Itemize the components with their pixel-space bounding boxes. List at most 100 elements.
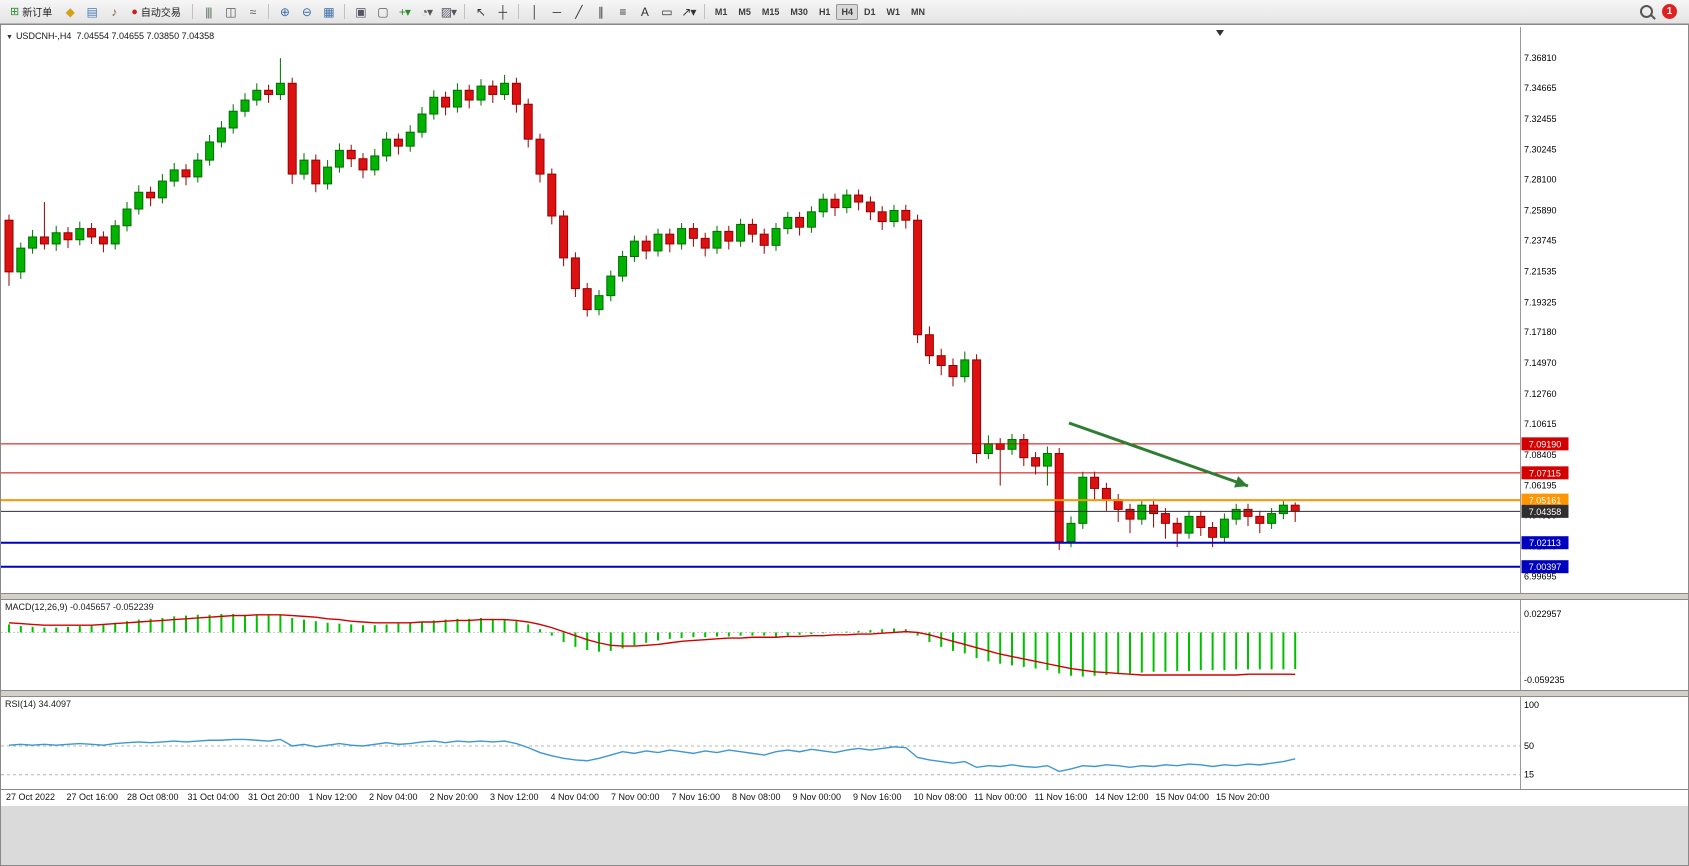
search-icon[interactable] bbox=[1640, 5, 1653, 18]
fibonacci-icon[interactable]: ≡ bbox=[619, 4, 626, 19]
candle bbox=[677, 228, 687, 245]
candle bbox=[1031, 457, 1041, 467]
line-chart-icon[interactable]: ≈ bbox=[249, 4, 257, 19]
chart-shift-marker[interactable] bbox=[1216, 30, 1224, 36]
vertical-line-icon[interactable]: │ bbox=[531, 4, 539, 19]
market-watch-icon[interactable]: ◆ bbox=[65, 4, 75, 19]
candle bbox=[181, 169, 191, 178]
trendline-icon[interactable]: ╱ bbox=[575, 4, 582, 19]
candle bbox=[783, 216, 793, 230]
candle bbox=[370, 155, 380, 171]
tile-windows-icon[interactable]: ▦ bbox=[323, 4, 334, 19]
strategy-tester-icon[interactable]: ▤ bbox=[86, 4, 98, 19]
rsi-panel: 100 50 15 bbox=[1, 697, 1539, 789]
candle bbox=[63, 232, 73, 241]
zoom-in-icon[interactable]: ⊕ bbox=[279, 4, 290, 19]
candle bbox=[842, 194, 852, 209]
bar-chart-icon[interactable]: ||| bbox=[205, 4, 212, 19]
candle bbox=[1149, 504, 1159, 515]
price-tag bbox=[1521, 560, 1569, 574]
panel-divider[interactable] bbox=[1, 593, 1688, 600]
candle bbox=[1243, 508, 1253, 517]
period-icon[interactable]: ◔▾ bbox=[420, 4, 433, 19]
timeframe-mn[interactable]: MN bbox=[910, 6, 925, 17]
time-axis-label: 14 Nov 12:00 bbox=[1095, 792, 1149, 802]
rsi-axis-label: 15 bbox=[1524, 770, 1534, 780]
timeframe-h1[interactable]: H1 bbox=[818, 6, 831, 17]
candle bbox=[464, 89, 474, 101]
price-tag bbox=[1521, 536, 1569, 550]
timeframe-m30[interactable]: M30 bbox=[790, 6, 808, 17]
time-axis-label: 3 Nov 12:00 bbox=[490, 792, 539, 802]
candle bbox=[51, 232, 61, 245]
candle bbox=[665, 233, 675, 245]
arrange-windows-icon[interactable]: ▣ bbox=[355, 4, 366, 19]
candle bbox=[736, 223, 746, 242]
cascade-windows-icon[interactable]: ▢ bbox=[377, 4, 388, 19]
candle bbox=[429, 96, 439, 115]
candle bbox=[653, 233, 663, 252]
alerts-sound-icon[interactable]: ♪ bbox=[111, 4, 117, 19]
timeframe-w1[interactable]: W1 bbox=[886, 6, 900, 17]
text-icon[interactable]: A bbox=[640, 4, 649, 19]
auto-trading-button-label: 自动交易 bbox=[140, 8, 181, 19]
price-tag-label: 7.05161 bbox=[1529, 496, 1562, 506]
time-axis[interactable]: 27 Oct 2022 27 Oct 16:00 28 Oct 08:00 31 Oc… bbox=[1, 789, 1688, 806]
candle bbox=[759, 233, 769, 246]
toolbar-right: 1 bbox=[1640, 4, 1685, 19]
timeframe-m5[interactable]: M5 bbox=[738, 6, 751, 17]
candle bbox=[28, 236, 38, 249]
candle bbox=[311, 159, 321, 185]
rsi-axis-label: 100 bbox=[1524, 700, 1539, 710]
candle bbox=[393, 138, 403, 147]
cursor-icon[interactable]: ↖ bbox=[475, 4, 486, 19]
candle bbox=[594, 295, 604, 311]
rsi-line bbox=[8, 738, 1296, 773]
horizontal-line-icon[interactable]: ─ bbox=[552, 4, 562, 19]
crosshair-icon[interactable]: ┼ bbox=[498, 4, 508, 19]
candle bbox=[606, 275, 616, 297]
candle bbox=[275, 82, 285, 95]
price-axis-label: 7.10615 bbox=[1524, 419, 1557, 429]
status-strip bbox=[1, 805, 1688, 865]
equidistant-channel-icon[interactable]: ∥ bbox=[597, 4, 604, 19]
arrows-tool-icon[interactable]: ↗▾ bbox=[681, 4, 696, 19]
panel-divider[interactable] bbox=[1, 690, 1688, 697]
templates-icon[interactable]: ▨▾ bbox=[440, 4, 457, 19]
candle bbox=[1125, 508, 1135, 520]
timeframe-d1[interactable]: D1 bbox=[863, 6, 876, 17]
candle bbox=[1231, 508, 1241, 520]
rsi-label: RSI(14) 34.4097 bbox=[5, 699, 72, 709]
candlestick-chart-icon[interactable]: ◫ bbox=[225, 4, 236, 19]
auto-trading-icon: ● bbox=[131, 5, 138, 18]
candle bbox=[995, 443, 1005, 450]
text-label-icon[interactable]: ▭ bbox=[661, 4, 672, 19]
timeframe-m15[interactable]: M15 bbox=[761, 6, 780, 17]
candle bbox=[1137, 504, 1147, 520]
notifications-badge[interactable]: 1 bbox=[1662, 4, 1677, 19]
new-order-button[interactable]: ⊞ 新订单 bbox=[4, 1, 58, 22]
candle bbox=[948, 364, 958, 378]
candle bbox=[452, 89, 462, 108]
candle bbox=[87, 228, 97, 238]
zoom-out-icon[interactable]: ⊖ bbox=[301, 4, 312, 19]
new-chart-icon[interactable]: +▾ bbox=[398, 4, 411, 19]
auto-trading-button[interactable]: ● 自动交易 bbox=[125, 1, 187, 22]
candle bbox=[39, 236, 49, 245]
price-axis-label: 6.99695 bbox=[1524, 572, 1557, 582]
candle bbox=[960, 359, 970, 378]
price-axis-label: 7.08405 bbox=[1524, 450, 1557, 460]
candle bbox=[523, 103, 533, 140]
time-axis-label: 11 Nov 00:00 bbox=[974, 792, 1027, 802]
timeframe-h4[interactable]: H4 bbox=[836, 3, 858, 20]
symbol-expand-icon[interactable]: ▼ bbox=[6, 34, 13, 41]
time-axis-label: 9 Nov 00:00 bbox=[792, 792, 842, 802]
time-axis-label: 4 Nov 04:00 bbox=[550, 792, 600, 802]
timeframe-m1[interactable]: M1 bbox=[714, 6, 728, 17]
candle bbox=[75, 228, 85, 241]
candle bbox=[1255, 515, 1265, 524]
toolbar-separator bbox=[517, 4, 519, 19]
trend-arrow[interactable] bbox=[1068, 421, 1249, 488]
candle bbox=[323, 166, 333, 185]
